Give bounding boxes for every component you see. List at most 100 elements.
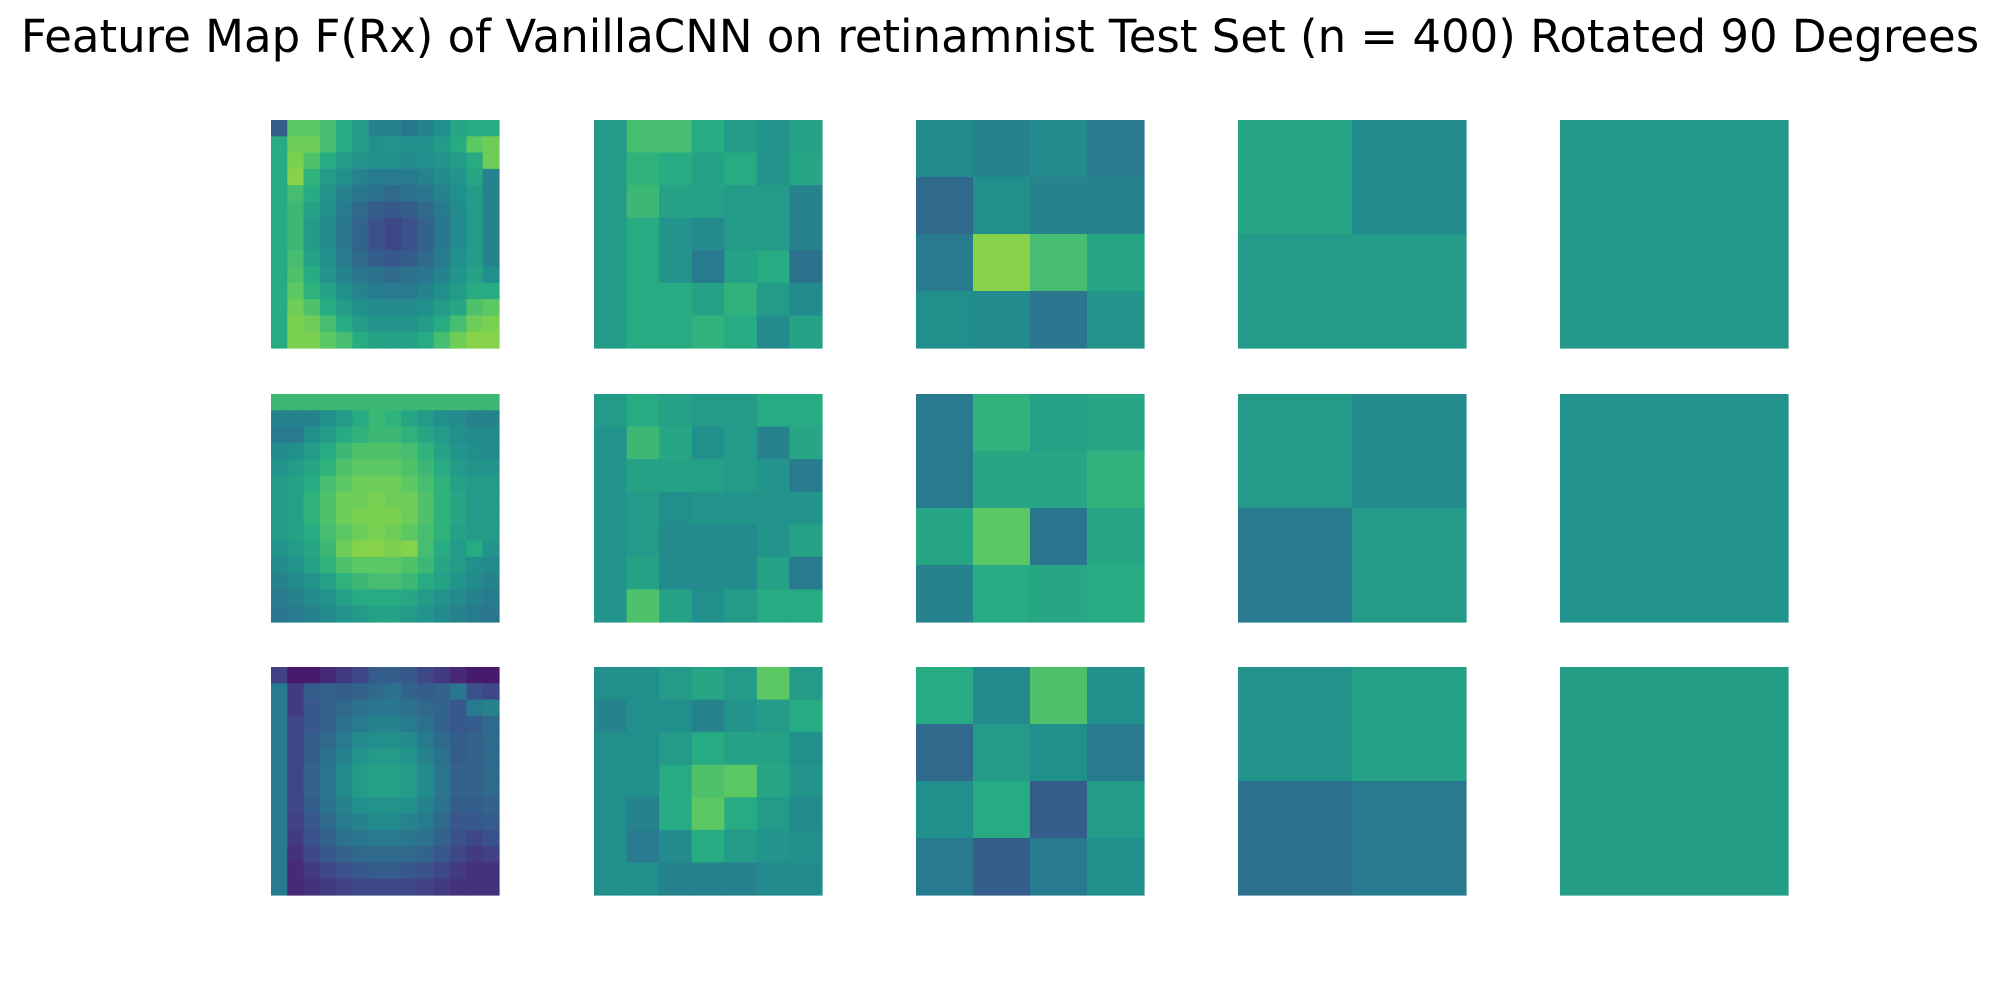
heatmap-cell — [385, 715, 402, 733]
heatmap-cell — [450, 168, 468, 186]
feature-map-panel — [1560, 394, 1789, 623]
heatmap-cell — [594, 589, 628, 623]
heatmap-cell — [352, 797, 370, 815]
heatmap-cell — [450, 426, 468, 444]
heatmap-cell — [303, 442, 321, 460]
heatmap-cell — [466, 589, 484, 607]
heatmap-cell — [756, 862, 791, 896]
heatmap-cell — [303, 234, 321, 251]
heatmap-cell — [352, 459, 370, 477]
heatmap-cell — [466, 475, 484, 493]
heatmap-cell — [691, 797, 725, 831]
heatmap-cell — [271, 394, 288, 411]
heatmap-cell — [466, 120, 484, 137]
heatmap-cell — [271, 813, 288, 831]
heatmap-cell — [319, 315, 337, 333]
heatmap-cell — [336, 573, 354, 591]
heatmap-cell — [659, 732, 693, 766]
heatmap-cell — [303, 829, 321, 847]
heatmap-cell — [417, 748, 435, 766]
heatmap-cell — [385, 878, 402, 896]
heatmap-cell — [401, 573, 419, 591]
heatmap-cell — [417, 508, 435, 525]
heatmap-cell — [1352, 667, 1467, 782]
heatmap-cell — [368, 829, 386, 847]
heatmap-cell — [385, 201, 402, 219]
heatmap-cell — [450, 201, 468, 219]
heatmap-cell — [401, 459, 419, 477]
heatmap-cell — [466, 667, 484, 684]
heatmap-cell — [659, 250, 693, 284]
heatmap-cell — [385, 426, 402, 444]
heatmap-cell — [287, 185, 305, 203]
heatmap-cell — [368, 846, 386, 864]
heatmap-cell — [271, 152, 288, 170]
heatmap-cell — [1352, 508, 1467, 623]
heatmap-cell — [287, 168, 305, 186]
heatmap-cell — [352, 475, 370, 493]
heatmap-cell — [789, 315, 823, 349]
heatmap-cell — [385, 185, 402, 203]
heatmap-cell — [626, 829, 660, 864]
heatmap-cell — [450, 605, 468, 623]
heatmap-cell — [287, 862, 305, 880]
heatmap-cell — [303, 540, 321, 558]
heatmap-cell — [691, 185, 725, 219]
heatmap-cell — [385, 748, 402, 766]
heatmap-cell — [691, 589, 725, 623]
heatmap-cell — [287, 781, 305, 798]
heatmap-cell — [368, 491, 386, 509]
heatmap-cell — [385, 410, 402, 428]
heatmap-cell — [466, 862, 484, 880]
heatmap-cell — [594, 667, 628, 701]
heatmap-cell — [594, 426, 628, 460]
heatmap-cell — [1352, 120, 1467, 235]
heatmap-cell — [659, 764, 693, 798]
heatmap-cell — [303, 315, 321, 333]
heatmap-cell — [594, 217, 628, 251]
heatmap-cell — [287, 266, 305, 284]
heatmap-cell — [482, 764, 500, 782]
heatmap-cell — [756, 282, 791, 317]
heatmap-cell — [1238, 667, 1353, 782]
heatmap-cell — [417, 201, 435, 219]
heatmap-cell — [287, 315, 305, 333]
heatmap-cell — [433, 394, 451, 411]
heatmap-cell — [973, 394, 1031, 452]
heatmap-cell — [417, 185, 435, 203]
heatmap-cell — [319, 410, 337, 428]
heatmap-cell — [433, 410, 451, 428]
heatmap-cell — [287, 136, 305, 154]
heatmap-cell — [271, 829, 288, 847]
heatmap-cell — [433, 508, 451, 525]
heatmap-cell — [916, 838, 974, 896]
heatmap-cell — [368, 797, 386, 815]
heatmap-cell — [916, 394, 974, 452]
heatmap-cell — [1352, 781, 1467, 896]
heatmap-cell — [368, 217, 386, 235]
heatmap-cell — [336, 797, 354, 815]
heatmap-cell — [659, 152, 693, 186]
heatmap-cell — [659, 797, 693, 831]
heatmap-cell — [336, 410, 354, 428]
heatmap-cell — [466, 764, 484, 782]
heatmap-cell — [417, 234, 435, 251]
heatmap-cell — [336, 201, 354, 219]
heatmap-cell — [303, 394, 321, 411]
heatmap-cell — [450, 878, 468, 896]
heatmap-cell — [789, 524, 823, 558]
heatmap-cell — [789, 589, 823, 623]
heatmap-cell — [433, 201, 451, 219]
heatmap-cell — [352, 266, 370, 284]
heatmap-cell — [756, 764, 791, 798]
heatmap-cell — [433, 120, 451, 137]
heatmap-cell — [417, 524, 435, 542]
heatmap-cell — [724, 491, 758, 525]
heatmap-cell — [368, 589, 386, 607]
heatmap-cell — [594, 797, 628, 831]
heatmap-cell — [594, 862, 628, 896]
heatmap-cell — [756, 524, 791, 558]
heatmap-cell — [385, 475, 402, 493]
heatmap-cell — [352, 426, 370, 444]
heatmap-cell — [433, 699, 451, 717]
